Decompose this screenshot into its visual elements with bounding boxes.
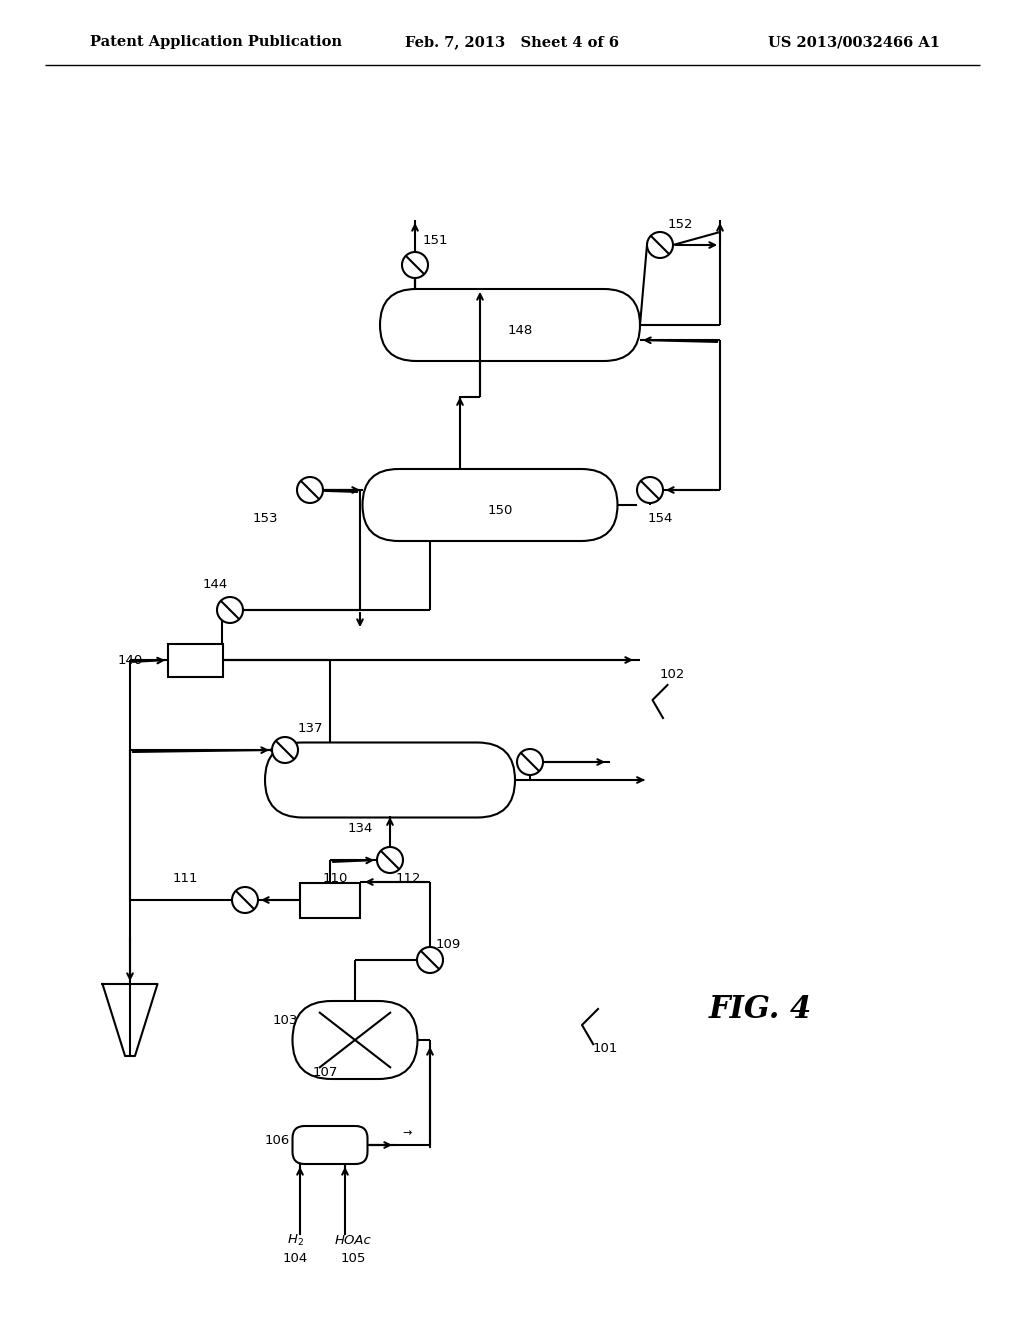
Text: 104: 104 <box>283 1251 307 1265</box>
Text: 106: 106 <box>265 1134 290 1147</box>
Text: 144: 144 <box>203 578 227 591</box>
Text: 101: 101 <box>592 1041 617 1055</box>
Text: 110: 110 <box>323 871 348 884</box>
Text: FIG. 4: FIG. 4 <box>709 994 812 1026</box>
Text: 154: 154 <box>647 511 673 524</box>
FancyBboxPatch shape <box>265 742 515 817</box>
FancyBboxPatch shape <box>293 1126 368 1164</box>
Circle shape <box>517 748 543 775</box>
Circle shape <box>377 847 403 873</box>
Text: 148: 148 <box>507 323 532 337</box>
Text: 107: 107 <box>312 1065 338 1078</box>
Circle shape <box>637 477 663 503</box>
Text: 102: 102 <box>659 668 685 681</box>
Text: 151: 151 <box>422 234 447 247</box>
Text: US 2013/0032466 A1: US 2013/0032466 A1 <box>768 36 940 49</box>
Text: 109: 109 <box>435 939 461 952</box>
Text: 150: 150 <box>487 503 513 516</box>
Text: 112: 112 <box>395 871 421 884</box>
Circle shape <box>217 597 243 623</box>
Text: 105: 105 <box>340 1251 366 1265</box>
Circle shape <box>647 232 673 257</box>
Text: 152: 152 <box>668 219 693 231</box>
Circle shape <box>272 737 298 763</box>
Text: →: → <box>402 1129 412 1138</box>
Text: 140: 140 <box>118 653 143 667</box>
Text: H$_2$: H$_2$ <box>287 1233 303 1247</box>
Text: Patent Application Publication: Patent Application Publication <box>90 36 342 49</box>
Bar <box>300 883 360 917</box>
FancyBboxPatch shape <box>293 1001 418 1078</box>
Text: 153: 153 <box>252 511 278 524</box>
Text: HOAc: HOAc <box>335 1233 372 1246</box>
Bar <box>168 644 222 676</box>
FancyBboxPatch shape <box>380 289 640 360</box>
Circle shape <box>297 477 323 503</box>
Circle shape <box>417 946 443 973</box>
FancyBboxPatch shape <box>362 469 617 541</box>
Text: 137: 137 <box>297 722 323 734</box>
Text: 103: 103 <box>272 1014 298 1027</box>
Circle shape <box>232 887 258 913</box>
Text: 134: 134 <box>347 821 373 834</box>
Circle shape <box>402 252 428 279</box>
Text: 111: 111 <box>172 871 198 884</box>
Text: Feb. 7, 2013   Sheet 4 of 6: Feb. 7, 2013 Sheet 4 of 6 <box>406 36 618 49</box>
